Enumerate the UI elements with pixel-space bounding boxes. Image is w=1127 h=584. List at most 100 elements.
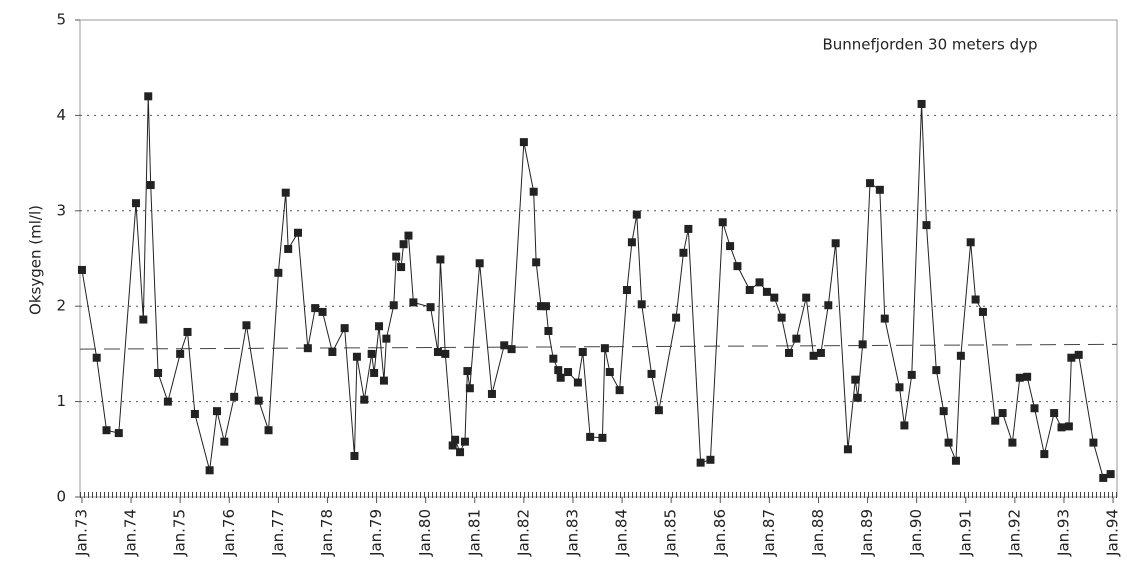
- data-point: [615, 386, 624, 395]
- data-point: [866, 179, 875, 188]
- data-point: [507, 345, 516, 354]
- data-point: [637, 300, 646, 309]
- data-point: [404, 231, 413, 240]
- data-point: [792, 334, 801, 343]
- data-point: [564, 368, 573, 377]
- data-point: [340, 324, 349, 333]
- x-tick-label: Jan.87: [760, 509, 778, 557]
- data-point: [895, 383, 904, 392]
- data-point: [456, 448, 465, 457]
- data-point: [554, 366, 563, 375]
- x-tick-label: Jan.81: [465, 509, 483, 557]
- data-point: [966, 238, 975, 247]
- data-point: [487, 389, 496, 398]
- data-point: [242, 321, 251, 330]
- data-point: [951, 456, 960, 465]
- data-point: [1074, 350, 1083, 359]
- data-point: [190, 410, 199, 419]
- x-tick-label: Jan.75: [171, 509, 189, 557]
- data-point: [907, 370, 916, 379]
- data-point: [1067, 353, 1076, 362]
- data-point: [426, 303, 435, 312]
- data-point: [755, 278, 764, 287]
- x-tick-label: Jan.84: [613, 509, 631, 557]
- x-tick-label: Jan.73: [72, 509, 90, 557]
- data-point: [991, 416, 1000, 425]
- data-point: [922, 221, 931, 230]
- data-point: [154, 368, 163, 377]
- data-point: [1008, 438, 1017, 447]
- data-point: [932, 366, 941, 375]
- data-point: [436, 255, 445, 264]
- data-point: [672, 313, 681, 322]
- data-point: [1015, 373, 1024, 382]
- x-tick-label: Jan.78: [318, 509, 336, 557]
- x-tick-label: Jan.88: [809, 509, 827, 557]
- x-tick-label: Jan.83: [563, 509, 581, 557]
- data-point: [824, 301, 833, 310]
- data-point: [696, 458, 705, 467]
- data-point: [294, 228, 303, 237]
- data-point: [777, 313, 786, 322]
- data-point: [880, 314, 889, 323]
- data-point: [1064, 422, 1073, 431]
- data-point: [706, 455, 715, 464]
- data-point: [858, 340, 867, 349]
- data-point: [114, 429, 123, 438]
- y-tick-label: 3: [56, 201, 66, 219]
- data-point: [851, 375, 860, 384]
- x-tick-label: Jan.82: [514, 509, 532, 557]
- data-point: [647, 369, 656, 378]
- data-point: [809, 351, 818, 360]
- data-line: [81, 96, 1111, 479]
- data-point: [397, 263, 406, 272]
- data-point: [733, 262, 742, 271]
- data-point: [1050, 409, 1059, 418]
- data-point: [875, 185, 884, 194]
- data-point: [220, 437, 229, 446]
- data-point: [360, 395, 369, 404]
- data-point: [281, 188, 290, 197]
- data-point: [1040, 450, 1049, 459]
- data-point: [586, 432, 595, 441]
- x-tick-label: Jan.90: [907, 509, 925, 557]
- data-point: [762, 287, 771, 296]
- x-tick-label: Jan.86: [711, 509, 729, 557]
- y-tick-label: 4: [56, 106, 66, 124]
- data-point: [176, 349, 185, 358]
- data-point: [77, 265, 86, 274]
- data-point: [802, 293, 811, 302]
- data-point: [1106, 470, 1115, 479]
- data-point: [212, 407, 221, 416]
- data-point: [745, 285, 754, 294]
- data-point: [978, 307, 987, 316]
- data-point: [379, 376, 388, 385]
- data-point: [1030, 404, 1039, 413]
- data-point: [971, 295, 980, 304]
- data-point: [556, 373, 565, 382]
- data-point: [853, 393, 862, 402]
- data-point: [284, 244, 293, 253]
- x-tick-label: Jan.94: [1104, 509, 1122, 557]
- data-point: [303, 344, 312, 353]
- data-point: [549, 354, 558, 363]
- data-point: [843, 445, 852, 454]
- data-point: [375, 322, 384, 331]
- x-tick-label: Jan.92: [1005, 509, 1023, 557]
- data-point: [451, 435, 460, 444]
- data-point: [537, 302, 546, 311]
- data-point: [917, 99, 926, 108]
- annotation: Bunnefjorden 30 meters dyp: [822, 36, 1037, 54]
- data-point: [92, 353, 101, 362]
- data-point: [1099, 473, 1108, 482]
- y-tick-label: 0: [56, 488, 66, 506]
- data-point: [541, 302, 550, 311]
- x-tick-label: Jan.74: [122, 509, 140, 557]
- data-point: [441, 349, 450, 358]
- data-point: [399, 240, 408, 249]
- data-point: [230, 392, 239, 401]
- data-point: [465, 384, 474, 393]
- y-axis-label: Oksygen (ml/l): [27, 205, 45, 315]
- data-point: [183, 327, 192, 336]
